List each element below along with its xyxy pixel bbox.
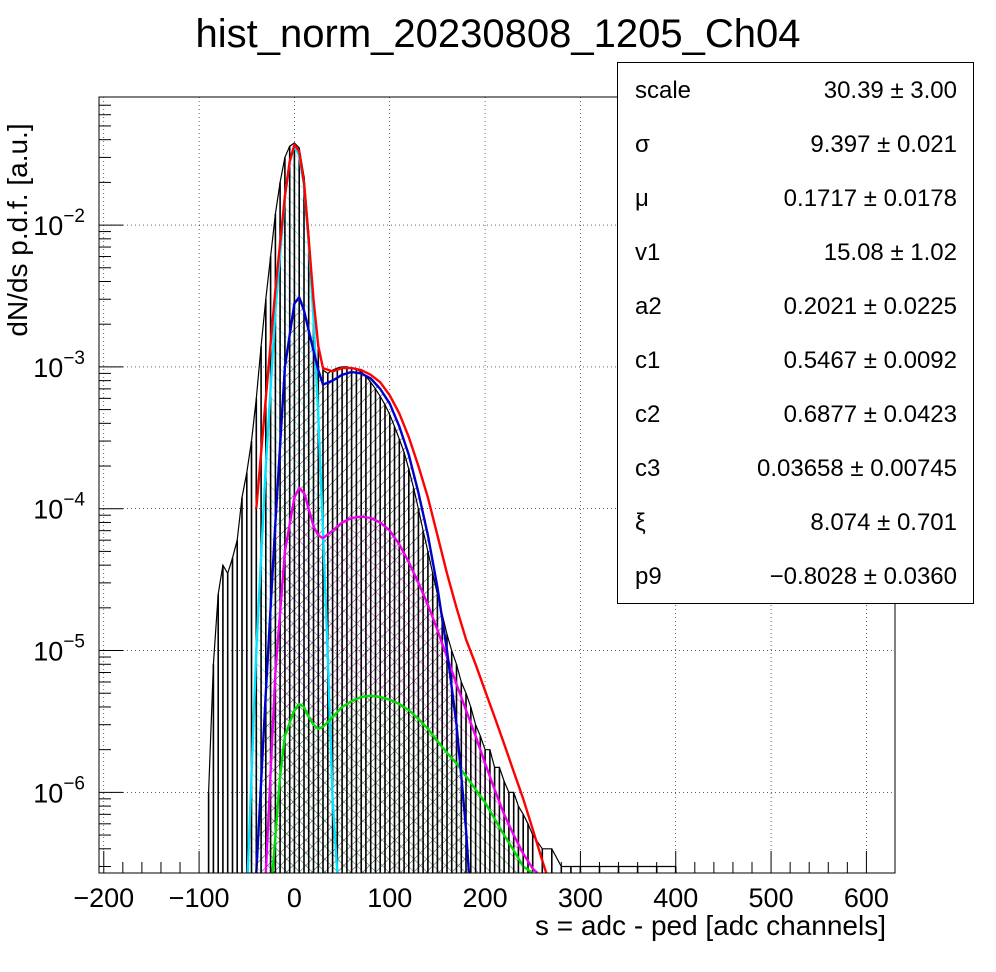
stat-value: 0.5467 ± 0.0092 [783, 347, 957, 374]
histogram-bars [207, 142, 677, 873]
x-tick-label: 0 [287, 883, 302, 913]
axis-ticks [99, 96, 867, 873]
stat-value: 9.397 ± 0.021 [810, 131, 957, 158]
stat-row: scale 30.39 ± 3.00 [618, 63, 973, 117]
x-tick-label: −100 [169, 883, 230, 913]
stat-name: μ [635, 185, 649, 212]
stat-row: c3 0.03658 ± 0.00745 [618, 441, 973, 495]
x-tick-label: 500 [749, 883, 794, 913]
stats-box: scale 30.39 ± 3.00 σ 9.397 ± 0.021 μ 0.1717 ±… [617, 62, 974, 604]
x-tick-label: 100 [367, 883, 412, 913]
stat-name: v1 [635, 239, 661, 266]
histogram [207, 142, 677, 873]
y-tick-label: 10−3 [33, 348, 85, 383]
stat-name: ξ [635, 509, 646, 536]
stat-row: v1 15.08 ± 1.02 [618, 225, 973, 279]
y-tick-label: 10−2 [33, 206, 85, 241]
stat-row: a2 0.2021 ± 0.0225 [618, 279, 973, 333]
series-4-line [264, 486, 539, 873]
stat-row: p9 −0.8028 ± 0.0360 [618, 549, 973, 603]
stat-value: 8.074 ± 0.701 [810, 509, 957, 536]
stat-value: 0.1717 ± 0.0178 [783, 185, 957, 212]
stat-row: ξ 8.074 ± 0.701 [618, 495, 973, 549]
x-tick-label: 300 [558, 883, 603, 913]
stat-value: 0.03658 ± 0.00745 [756, 455, 957, 482]
stat-row: μ 0.1717 ± 0.0178 [618, 171, 973, 225]
y-tick-label: 10−4 [33, 490, 85, 525]
tick-labels: −200 −100 0 100 200 300 400 500 600 10−2 10−3 10−4 1… [33, 206, 889, 913]
stat-name: c3 [635, 455, 661, 482]
y-axis-title: dN/ds p.d.f. [a.u.] [2, 123, 33, 337]
stat-value: −0.8028 ± 0.0360 [769, 563, 957, 590]
stat-name: scale [635, 77, 692, 104]
stat-row: c1 0.5467 ± 0.0092 [618, 333, 973, 387]
x-tick-label: −200 [73, 883, 134, 913]
stat-value: 0.2021 ± 0.0225 [783, 293, 957, 320]
fit-curves [246, 143, 548, 873]
y-tick-label: 10−6 [33, 773, 85, 808]
series-5-line [271, 694, 534, 873]
stat-row: σ 9.397 ± 0.021 [618, 117, 973, 171]
stat-name: σ [635, 131, 650, 158]
histogram-envelope [208, 142, 676, 868]
stat-value: 15.08 ± 1.02 [823, 239, 957, 266]
x-tick-label: 600 [844, 883, 889, 913]
stat-row: c2 0.6877 ± 0.0423 [618, 387, 973, 441]
stat-name: a2 [635, 293, 662, 320]
stat-name: c2 [635, 401, 661, 428]
series-1-line [255, 143, 548, 873]
stat-value: 30.39 ± 3.00 [823, 77, 957, 104]
y-tick-label: 10−5 [33, 632, 85, 667]
x-tick-label: 400 [653, 883, 698, 913]
x-tick-label: 200 [463, 883, 508, 913]
stat-name: c1 [635, 347, 661, 374]
stat-value: 0.6877 ± 0.0423 [783, 401, 957, 428]
chart-title: hist_norm_20230808_1205_Ch04 [195, 12, 801, 56]
x-axis-title: s = adc - ped [adc channels] [535, 910, 886, 941]
stat-name: p9 [635, 563, 662, 590]
series-3-line [255, 296, 471, 873]
